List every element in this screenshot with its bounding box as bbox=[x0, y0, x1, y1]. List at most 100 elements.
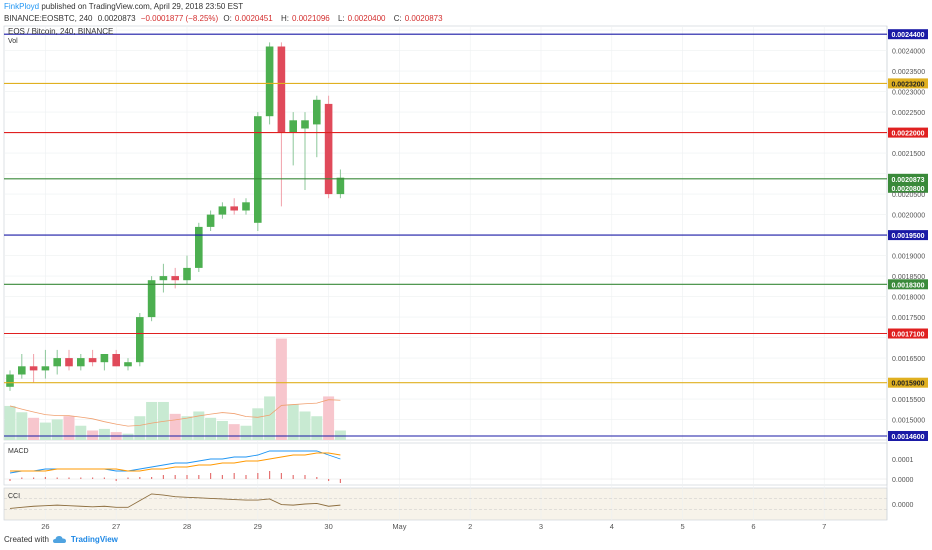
chart-header: FinkPloyd published on TradingView.com, … bbox=[4, 1, 924, 25]
level-price-text: 0.0024400 bbox=[891, 32, 924, 39]
price-tick-label: 0.0018500 bbox=[892, 274, 925, 281]
volume-bar bbox=[16, 412, 28, 440]
candle[interactable] bbox=[88, 358, 97, 363]
macd-tick-label: 0.0000 bbox=[892, 477, 914, 484]
candle[interactable] bbox=[324, 103, 333, 195]
cci-tick-label: 0.0000 bbox=[892, 502, 914, 509]
volume-bar bbox=[98, 428, 110, 440]
candle[interactable] bbox=[206, 214, 215, 227]
candle[interactable] bbox=[277, 46, 286, 133]
volume-bar bbox=[252, 408, 264, 440]
candle[interactable] bbox=[254, 116, 262, 223]
candle[interactable] bbox=[100, 354, 109, 363]
volume-bar bbox=[299, 411, 311, 440]
horizontal-levels[interactable]: 0.00244000.00232000.00220000.002087303:0… bbox=[4, 29, 928, 441]
price-tick-label: 0.0016500 bbox=[892, 356, 925, 363]
volume-bar bbox=[228, 424, 240, 440]
macd-tick-label: 0.0001 bbox=[892, 457, 914, 464]
level-price-text: 0.0014600 bbox=[891, 434, 924, 441]
macd-pane-border bbox=[3, 442, 888, 486]
time-axis[interactable]: 26 27 28 29 30 May 2 3 4 5 6 7 bbox=[41, 522, 826, 531]
volume-bar bbox=[28, 417, 40, 440]
candle[interactable] bbox=[124, 362, 132, 367]
macd-line bbox=[9, 450, 341, 474]
volume-bar bbox=[51, 419, 63, 440]
candle[interactable] bbox=[313, 99, 321, 125]
low-label: L: bbox=[338, 14, 345, 23]
candle[interactable] bbox=[289, 120, 297, 133]
level-price-text: 0.0023200 bbox=[891, 81, 924, 88]
grid bbox=[4, 26, 887, 520]
candle[interactable] bbox=[53, 358, 61, 367]
time-tick-label: 26 bbox=[41, 522, 49, 531]
macd-signal-line bbox=[10, 452, 341, 472]
volume-bar bbox=[122, 433, 134, 440]
candle[interactable] bbox=[147, 280, 156, 318]
candle[interactable] bbox=[18, 366, 26, 375]
candle[interactable] bbox=[183, 267, 191, 281]
level-price-tag bbox=[888, 29, 928, 40]
footer: Created with TradingView bbox=[4, 535, 118, 544]
volume-bar bbox=[193, 411, 205, 440]
level-price-tag bbox=[888, 328, 928, 339]
time-tick-label: 6 bbox=[751, 522, 755, 531]
price-tick-label: 0.0024000 bbox=[892, 49, 925, 56]
close-label: C: bbox=[393, 14, 402, 23]
price-tick-label: 0.0022500 bbox=[892, 110, 925, 117]
level-price-text: 0.0020873 bbox=[891, 177, 924, 184]
candle[interactable] bbox=[195, 226, 203, 268]
volume-bar bbox=[323, 396, 335, 440]
candle[interactable] bbox=[159, 276, 168, 281]
main-pane-border bbox=[3, 25, 888, 441]
candle[interactable] bbox=[136, 317, 144, 363]
candle[interactable] bbox=[29, 366, 38, 371]
close-value: 0.0020873 bbox=[404, 14, 443, 23]
candle[interactable] bbox=[301, 120, 309, 129]
candle[interactable] bbox=[77, 358, 85, 367]
candles[interactable] bbox=[6, 42, 345, 391]
level-price-text: 0.0017100 bbox=[891, 332, 924, 339]
candle[interactable] bbox=[230, 206, 238, 211]
candle[interactable] bbox=[218, 206, 227, 215]
volume-bar bbox=[264, 396, 276, 440]
time-tick-label: May bbox=[392, 522, 406, 531]
volume-bar bbox=[275, 338, 287, 440]
candle[interactable] bbox=[112, 354, 120, 367]
level-price-text: 0.0019500 bbox=[891, 233, 924, 240]
price-tick-label: 0.0018000 bbox=[892, 295, 925, 302]
candle[interactable] bbox=[65, 358, 73, 367]
tradingview-brand[interactable]: TradingView bbox=[70, 535, 118, 544]
volume-bar bbox=[205, 417, 217, 440]
level-price-tag bbox=[888, 431, 928, 441]
level-price-tag bbox=[888, 173, 928, 184]
candle[interactable] bbox=[171, 276, 179, 281]
price-axis[interactable]: 0.0024000 0.0023500 0.0023000 0.0022500 0.00… bbox=[892, 49, 925, 425]
volume-ma-line bbox=[9, 399, 341, 427]
change-text: −0.0001877 (−8.25%) bbox=[140, 14, 219, 23]
price-tick-label: 0.0021500 bbox=[892, 151, 925, 158]
price-tick-label: 0.0023500 bbox=[892, 69, 925, 76]
last-price: 0.0020873 bbox=[97, 14, 136, 23]
time-tick-label: 2 bbox=[468, 522, 472, 531]
high-value: 0.0021096 bbox=[291, 14, 330, 23]
volume-bar bbox=[334, 430, 346, 440]
time-tick-label: 29 bbox=[254, 522, 262, 531]
price-tick-label: 0.0015500 bbox=[892, 397, 925, 404]
time-tick-label: 3 bbox=[539, 522, 543, 531]
candle[interactable] bbox=[242, 202, 250, 211]
candle[interactable] bbox=[265, 46, 274, 117]
low-value: 0.0020400 bbox=[347, 14, 386, 23]
price-tick-label: 0.0020500 bbox=[892, 192, 925, 199]
level-price-text: 0.0015900 bbox=[891, 381, 924, 388]
candle[interactable] bbox=[6, 374, 14, 387]
macd-indicator: 0.0001 0.0000 bbox=[4, 450, 914, 484]
cci-pane bbox=[3, 487, 888, 521]
price-chart[interactable]: 0.00244000.00232000.00220000.002087303:0… bbox=[0, 0, 932, 532]
volume-bar bbox=[146, 401, 158, 440]
published-text: published on TradingView.com, April 29, … bbox=[41, 2, 244, 11]
volume-bar bbox=[4, 405, 16, 440]
price-tick-label: 0.0017500 bbox=[892, 315, 925, 322]
author-name[interactable]: FinkPloyd bbox=[4, 2, 40, 11]
candle[interactable] bbox=[41, 366, 50, 371]
candle[interactable] bbox=[336, 177, 345, 195]
